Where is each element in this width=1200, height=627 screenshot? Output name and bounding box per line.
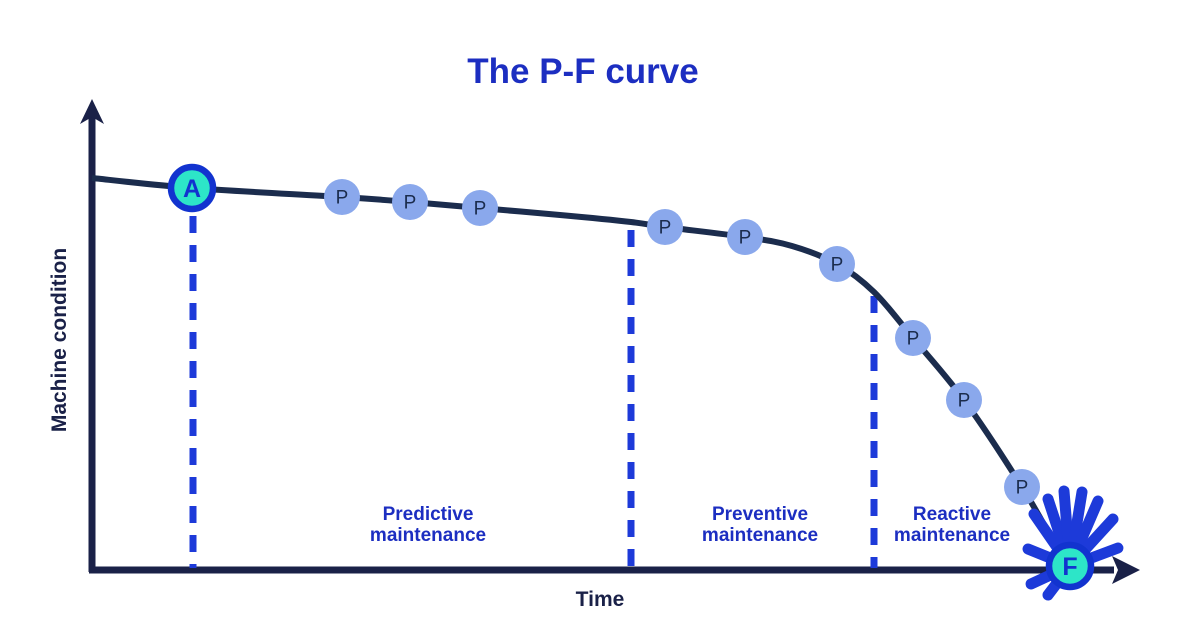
p-marker: P xyxy=(462,190,498,226)
marker-label: A xyxy=(183,175,201,203)
p-marker-circle xyxy=(647,209,683,245)
region-label-preventive: Preventive maintenance xyxy=(702,504,818,546)
marker-circle xyxy=(167,163,217,213)
p-marker-label: P xyxy=(831,255,844,276)
p-marker-label: P xyxy=(739,228,752,249)
p-marker: P xyxy=(392,184,428,220)
p-marker-circle xyxy=(392,184,428,220)
p-marker: P xyxy=(324,179,360,215)
y-axis-arrow-icon xyxy=(80,99,104,124)
p-marker-label: P xyxy=(659,218,672,239)
interval-dashed-lines xyxy=(189,216,878,568)
x-axis-arrow-icon xyxy=(1112,556,1140,584)
region-label-line: Predictive xyxy=(382,504,474,525)
p-markers: P P P P P P P P P xyxy=(324,179,1040,505)
p-marker-circle xyxy=(462,190,498,226)
p-marker-circle xyxy=(819,246,855,282)
point-a-marker: A xyxy=(167,163,217,213)
region-label-line: maintenance xyxy=(701,525,819,546)
region-label-predictive: Predictive maintenance xyxy=(370,504,486,546)
p-marker: P xyxy=(647,209,683,245)
p-marker: P xyxy=(727,219,763,255)
p-marker-circle xyxy=(946,382,982,418)
x-axis-label: Time xyxy=(575,588,625,611)
p-marker-label: P xyxy=(958,391,971,412)
p-marker-circle xyxy=(727,219,763,255)
marker-circle xyxy=(1045,541,1095,591)
axes xyxy=(80,99,1140,584)
marker-label: F xyxy=(1062,553,1077,581)
p-marker-label: P xyxy=(336,188,349,209)
region-label-line: maintenance xyxy=(369,525,487,546)
p-marker-circle xyxy=(1004,469,1040,505)
p-marker-label: P xyxy=(1016,478,1029,499)
p-marker: P xyxy=(819,246,855,282)
p-marker-label: P xyxy=(907,329,920,350)
condition-curve xyxy=(91,175,1061,552)
p-marker-circle xyxy=(324,179,360,215)
p-marker-label: P xyxy=(474,199,487,220)
chart-title: The P-F curve xyxy=(467,52,699,91)
p-marker: P xyxy=(946,382,982,418)
region-label-reactive: Reactive maintenance xyxy=(894,504,1010,546)
point-f-marker: F xyxy=(1045,541,1095,591)
p-marker: P xyxy=(895,320,931,356)
p-marker: P xyxy=(1004,469,1040,505)
region-label-line: Preventive xyxy=(711,504,809,525)
p-marker-circle xyxy=(895,320,931,356)
region-label-line: Reactive xyxy=(912,504,992,525)
region-label-line: maintenance xyxy=(893,525,1011,546)
p-marker-label: P xyxy=(404,193,417,214)
y-axis-label: Machine condition xyxy=(48,247,71,433)
